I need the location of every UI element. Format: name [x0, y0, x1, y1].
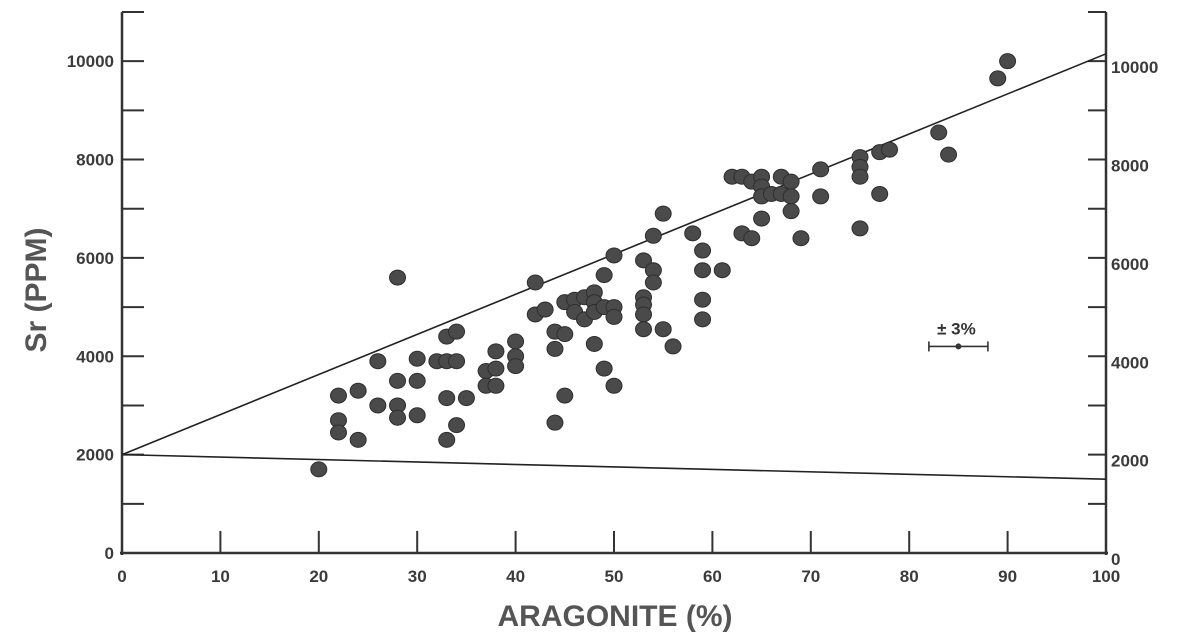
data-point: [438, 431, 456, 448]
data-point: [664, 338, 682, 355]
axes: 0 2000 4000 6000 8000 10000 0 2000 4000 6000 8000 1…: [67, 11, 1158, 586]
data-point: [487, 343, 505, 360]
trend-lines: [121, 53, 1107, 481]
data-point: [369, 397, 387, 414]
data-point: [448, 353, 466, 370]
x-tick-label: 60: [703, 567, 722, 586]
data-point: [507, 358, 525, 375]
y-tick-label-left: 6000: [76, 249, 114, 268]
y-tick-label-right: 8000: [1111, 157, 1149, 176]
data-points: [310, 53, 1017, 478]
data-point: [635, 252, 653, 269]
y-tick-label-right: 10000: [1111, 58, 1158, 77]
data-point: [654, 321, 672, 338]
data-point: [546, 414, 564, 431]
x-tick-label: 20: [309, 567, 328, 586]
x-tick-label: 0: [117, 567, 126, 586]
data-point: [782, 203, 800, 220]
data-point: [999, 53, 1017, 70]
data-point: [389, 372, 407, 389]
data-point: [792, 230, 810, 247]
data-point: [457, 390, 475, 407]
data-point: [635, 306, 653, 323]
data-point: [694, 311, 712, 328]
data-point: [644, 274, 662, 291]
data-point: [408, 372, 426, 389]
data-point: [487, 377, 505, 394]
y-tick-label-left: 10000: [67, 52, 114, 71]
data-point: [694, 291, 712, 308]
x-tick-label: 10: [211, 567, 230, 586]
y-tick-label-right: 4000: [1111, 353, 1149, 372]
data-point: [438, 390, 456, 407]
data-point: [595, 267, 613, 284]
data-point: [526, 274, 544, 291]
y-tick-label-left: 8000: [76, 151, 114, 170]
y-tick-label-left: 2000: [76, 446, 114, 465]
data-point: [329, 387, 347, 404]
data-point: [743, 230, 761, 247]
x-tick-label: 100: [1092, 567, 1120, 586]
y-tick-label-right: 2000: [1111, 452, 1149, 471]
data-point: [881, 141, 899, 158]
data-point: [782, 173, 800, 190]
data-point: [713, 262, 731, 279]
data-point: [448, 323, 466, 340]
x-tick-label: 50: [605, 567, 624, 586]
data-point: [694, 242, 712, 259]
data-point: [940, 146, 958, 163]
data-point: [507, 333, 525, 350]
y-tick-label-left: 0: [105, 544, 114, 563]
data-point: [605, 308, 623, 325]
data-point: [644, 227, 662, 244]
y-axis-title: Sr (PPM): [20, 227, 53, 352]
data-point: [930, 124, 948, 141]
data-point: [329, 424, 347, 441]
data-point: [536, 301, 554, 318]
data-point: [694, 262, 712, 279]
x-tick-label: 90: [998, 567, 1017, 586]
data-point: [349, 382, 367, 399]
data-point: [753, 210, 771, 227]
x-tick-label: 40: [506, 567, 525, 586]
x-tick-label: 80: [900, 567, 919, 586]
data-point: [310, 461, 328, 478]
error-bar-center: [955, 343, 962, 350]
data-point: [635, 321, 653, 338]
x-tick-label: 70: [801, 567, 820, 586]
y-tick-label-right: 6000: [1111, 255, 1149, 274]
trend-line: [121, 453, 1107, 481]
data-point: [782, 188, 800, 205]
data-point: [585, 335, 603, 352]
x-axis-title: ARAGONITE (%): [498, 600, 733, 633]
y-tick-label-right: 0: [1111, 550, 1120, 569]
x-tick-label: 30: [408, 567, 427, 586]
error-annotation-label: ± 3%: [937, 319, 976, 338]
data-point: [989, 70, 1007, 87]
error-annotation: ± 3%: [928, 319, 989, 352]
data-point: [851, 220, 869, 237]
data-point: [389, 269, 407, 286]
data-point: [556, 326, 574, 343]
data-point: [546, 340, 564, 357]
data-point: [487, 360, 505, 377]
data-point: [812, 188, 830, 205]
data-point: [408, 350, 426, 367]
data-point: [408, 407, 426, 424]
data-point: [812, 161, 830, 178]
data-point: [851, 168, 869, 185]
data-point: [605, 247, 623, 264]
data-point: [349, 431, 367, 448]
data-point: [871, 185, 889, 202]
data-point: [556, 387, 574, 404]
data-point: [389, 409, 407, 426]
data-point: [684, 225, 702, 242]
data-point: [654, 205, 672, 222]
y-tick-label-left: 4000: [76, 347, 114, 366]
data-point: [605, 377, 623, 394]
data-point: [448, 417, 466, 434]
data-point: [369, 353, 387, 370]
data-point: [595, 360, 613, 377]
